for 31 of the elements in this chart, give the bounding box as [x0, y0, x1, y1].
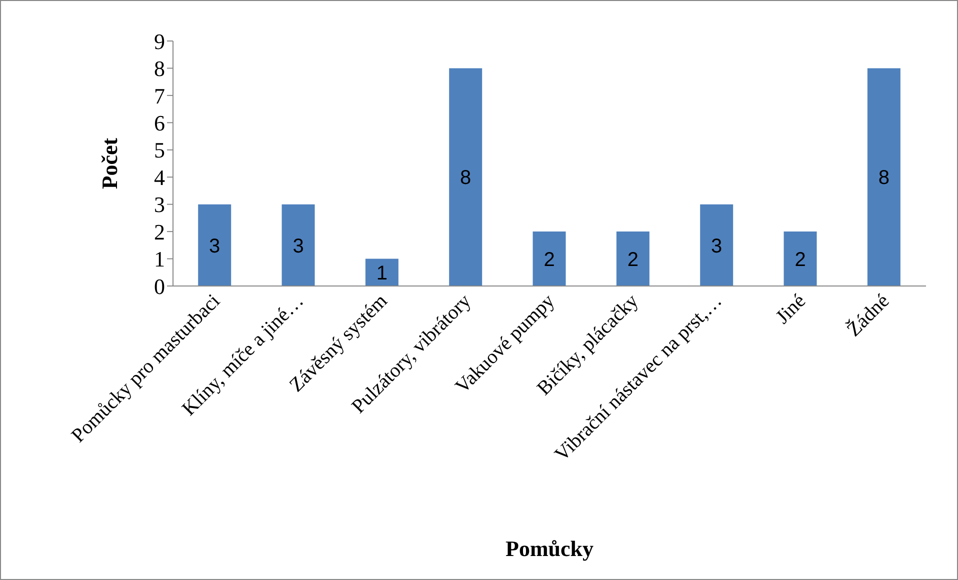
data-label: 2 — [794, 248, 806, 271]
y-tick-label: 1 — [154, 246, 165, 272]
y-tick-label: 2 — [154, 219, 165, 244]
bar — [532, 232, 566, 286]
bar — [282, 204, 315, 286]
bar — [198, 204, 232, 286]
bar — [700, 204, 734, 286]
data-label: 8 — [460, 167, 472, 190]
x-tick-label: Jiné — [772, 290, 810, 328]
y-tick-label: 7 — [154, 83, 165, 108]
data-label: 3 — [711, 235, 722, 258]
y-tick-label: 9 — [154, 28, 165, 54]
data-label: 3 — [209, 235, 220, 258]
y-tick-label: 3 — [154, 192, 165, 218]
y-tick-label: 6 — [154, 110, 165, 136]
data-label: 3 — [292, 235, 304, 258]
y-axis-title: Počet — [96, 137, 122, 190]
bar — [616, 232, 650, 286]
y-tick-label: 8 — [154, 56, 165, 82]
bar — [449, 68, 482, 286]
x-axis-title: Pomůcky — [506, 536, 594, 561]
bar — [365, 258, 398, 286]
data-label: 8 — [878, 167, 890, 190]
data-label: 2 — [627, 248, 638, 271]
data-label: 2 — [544, 248, 555, 271]
y-tick-label: 5 — [154, 138, 165, 163]
data-label: 1 — [376, 262, 388, 284]
y-tick-label: 0 — [154, 274, 165, 299]
bar — [867, 68, 900, 286]
y-tick-label: 4 — [154, 164, 165, 190]
bar — [784, 232, 817, 286]
